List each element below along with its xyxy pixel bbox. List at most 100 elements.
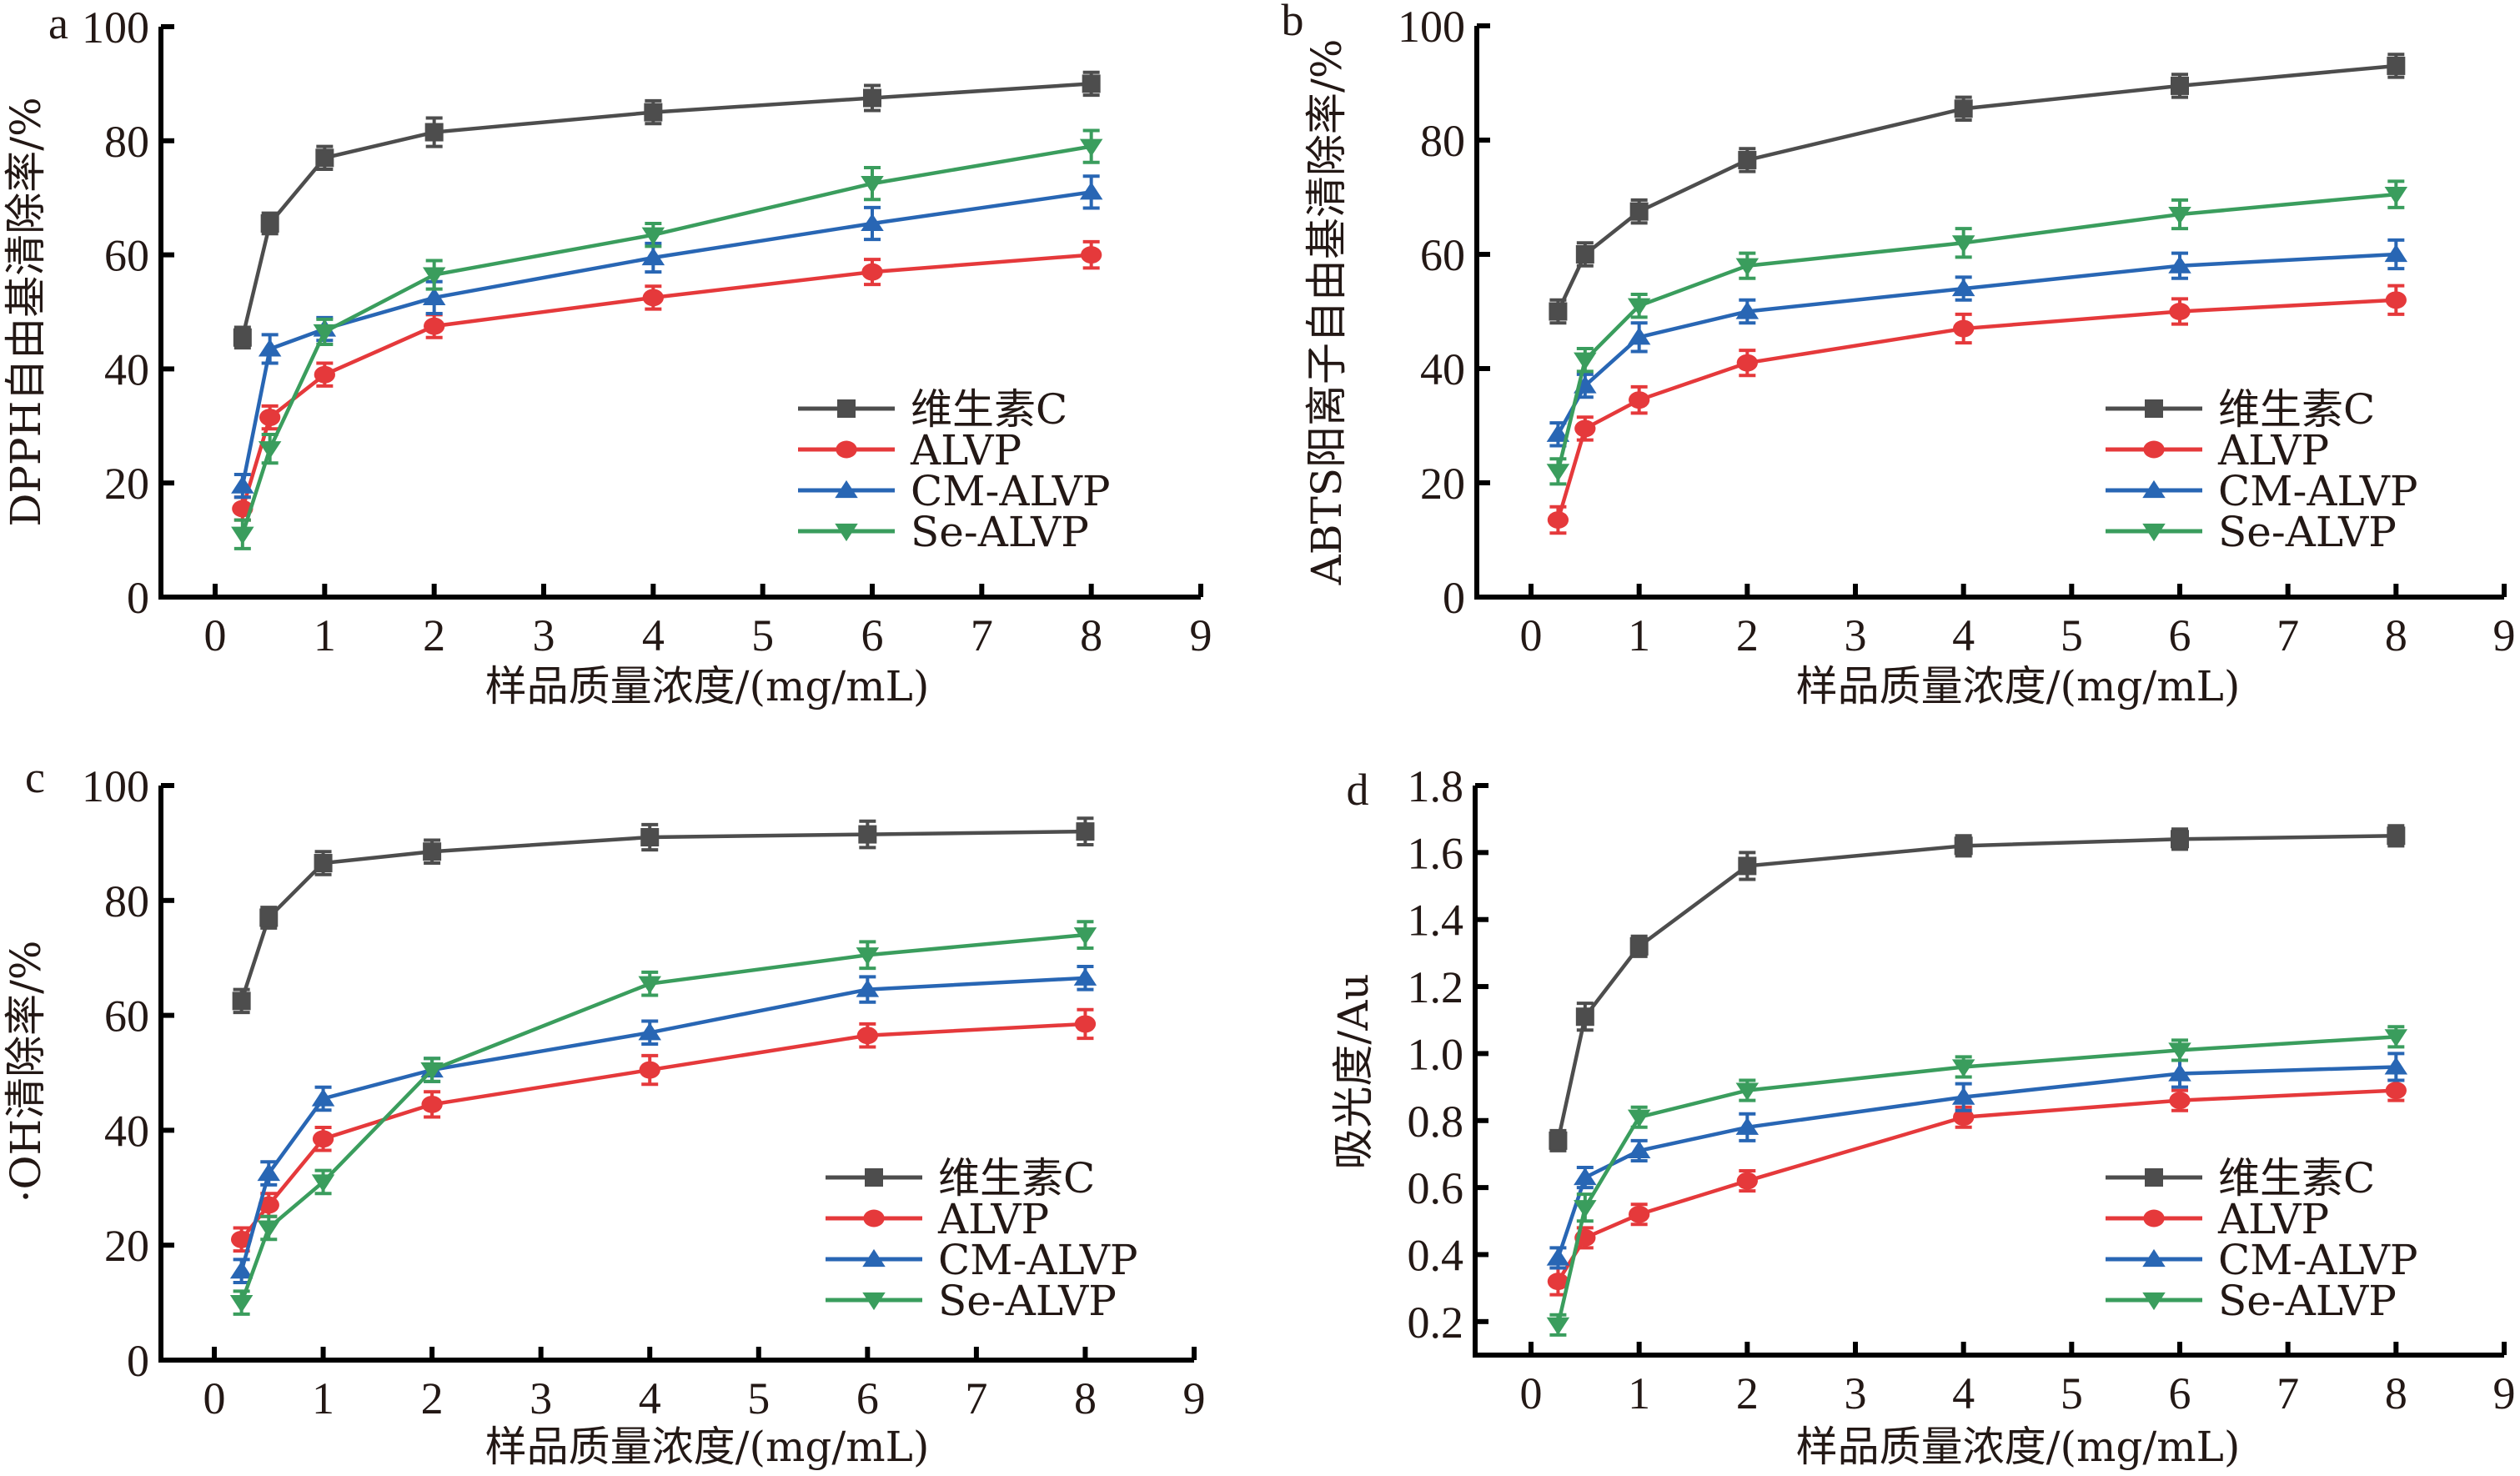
x-tick-label: 2	[1736, 1368, 1759, 1418]
data-point	[1953, 1108, 1975, 1127]
legend-label: Se-ALVP	[2218, 1277, 2397, 1325]
data-point	[641, 227, 665, 245]
data-point	[2387, 56, 2406, 75]
x-axis-title: 样品质量浓度/(mg/mL)	[1796, 1423, 2241, 1471]
panel-c: c ·OH清除率/% 样品质量浓度/(mg/mL) 0 20 40 60 80 100 0 1…	[2, 752, 1206, 1471]
legend-item: ALVP	[826, 1195, 1049, 1243]
data-point	[1736, 354, 1758, 372]
y-tick-label: 80	[1420, 116, 1465, 166]
y-tick-label: 100	[1398, 2, 1465, 52]
data-point	[1951, 1087, 1975, 1105]
data-point	[258, 1196, 279, 1214]
x-tick-label: 5	[751, 610, 774, 660]
y-tick-label: 60	[1420, 230, 1465, 280]
y-tick-label: 0.6	[1408, 1163, 1464, 1213]
x-tick-label: 8	[1074, 1373, 1097, 1423]
x-tick-label: 3	[1845, 610, 1867, 660]
data-point	[1574, 352, 1597, 370]
data-point	[2168, 1042, 2191, 1061]
square-marker	[2145, 1168, 2163, 1187]
legend-item: Se-ALVP	[2106, 1277, 2397, 1325]
x-tick-label: 5	[2061, 610, 2083, 660]
data-point	[422, 287, 446, 305]
data-point	[257, 1162, 281, 1182]
x-axis-title: 样品质量浓度/(mg/mL)	[1796, 662, 2241, 710]
y-tick-label: 1.4	[1408, 896, 1464, 946]
triangle-up-marker	[2142, 479, 2166, 499]
data-point	[2169, 1092, 2191, 1110]
y-tick-label: 80	[104, 117, 149, 167]
data-point	[2384, 1057, 2408, 1075]
y-tick-label: 1.0	[1408, 1029, 1464, 1079]
data-point	[1738, 150, 1757, 169]
y-tick-label: 1.2	[1408, 962, 1464, 1012]
data-point	[313, 324, 337, 343]
data-point	[856, 1027, 878, 1045]
legend-item: 维生素C	[826, 1154, 1095, 1202]
triangle-up-marker	[862, 1248, 886, 1268]
data-point	[230, 1230, 253, 1248]
triangle-up-marker	[835, 479, 858, 499]
data-point	[1629, 1205, 1650, 1223]
x-tick-label: 9	[1183, 1373, 1206, 1423]
legend-item: CM-ALVP	[798, 467, 1110, 515]
y-tick-label: 20	[1420, 459, 1465, 509]
x-tick-label: 1	[1628, 610, 1650, 660]
data-point	[1574, 419, 1596, 438]
x-tick-label: 8	[1080, 610, 1102, 660]
data-point	[856, 979, 880, 997]
y-tick-label: 100	[82, 3, 149, 53]
legend-item: 维生素C	[798, 385, 1067, 434]
legend-label: Se-ALVP	[938, 1277, 1117, 1325]
legend-label: 维生素C	[2218, 385, 2375, 434]
series-Se-ALVP	[1546, 179, 2408, 486]
data-point	[856, 947, 880, 966]
data-point	[420, 1062, 444, 1081]
x-tick-label: 5	[2061, 1368, 2083, 1418]
data-point	[1735, 1082, 1759, 1101]
data-point	[422, 267, 446, 285]
triangle-down-marker	[2142, 1292, 2166, 1311]
data-point	[1081, 246, 1102, 264]
data-point	[861, 263, 883, 281]
data-point	[638, 1022, 661, 1041]
triangle-down-marker	[835, 523, 858, 542]
x-tick-label: 8	[2385, 1368, 2407, 1418]
data-point	[231, 475, 254, 494]
legend-label: ALVP	[910, 426, 1022, 474]
data-point	[2385, 291, 2407, 309]
x-tick-label: 7	[971, 610, 993, 660]
x-axis-title: 样品质量浓度/(mg/mL)	[485, 1423, 930, 1471]
data-point	[1954, 99, 1973, 118]
x-tick-label: 5	[747, 1373, 770, 1423]
axes-frame	[1473, 786, 2504, 1358]
x-tick-label: 8	[2385, 610, 2407, 660]
x-tick-label: 1	[312, 1373, 334, 1423]
panel-a: a DPPH自由基清除率/% 样品质量浓度/(mg/mL) 0204060801…	[2, 0, 1212, 710]
panel-letter: a	[48, 0, 68, 48]
data-point	[1627, 1109, 1651, 1127]
circle-marker	[2143, 440, 2165, 459]
data-point	[423, 842, 442, 861]
x-tick-label: 7	[2277, 610, 2299, 660]
y-tick-label: 0.2	[1408, 1298, 1464, 1348]
data-point	[1546, 1248, 1570, 1266]
data-point	[2387, 826, 2406, 846]
series-维生素C	[1549, 53, 2406, 325]
legend-item: ALVP	[2106, 426, 2329, 474]
data-point	[260, 213, 279, 233]
data-point	[2384, 187, 2408, 205]
triangle-down-marker	[862, 1292, 886, 1311]
x-tick-label: 3	[533, 610, 555, 660]
data-point	[1549, 1131, 1568, 1150]
data-point	[1735, 258, 1759, 276]
data-point	[1629, 202, 1649, 221]
data-point	[314, 365, 335, 384]
x-tick-label: 7	[965, 1373, 987, 1423]
legend-label: ALVP	[2217, 1195, 2329, 1243]
y-axis-title: 吸光度/Au	[1329, 973, 1378, 1169]
data-point	[638, 976, 661, 994]
